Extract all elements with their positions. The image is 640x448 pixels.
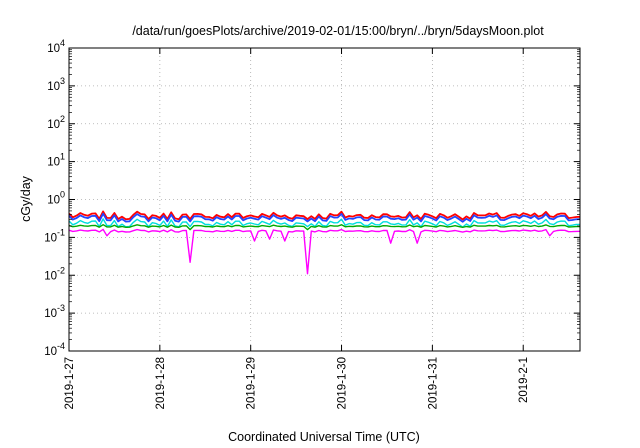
x-tick-label: 2019-1-29 (246, 357, 258, 409)
x-tick-label: 2019-1-31 (427, 357, 439, 409)
series-line (68, 224, 580, 231)
x-tick-label: 2019-1-27 (64, 357, 76, 409)
x-tick-label: 2019-1-28 (155, 357, 167, 409)
x-tick-label: 2019-2-1 (518, 357, 530, 403)
y-tick-label: 101 (47, 152, 65, 169)
series-line (68, 212, 581, 223)
grid-lines (68, 48, 580, 351)
y-tick-label: 103 (47, 76, 65, 93)
series-lines (68, 210, 581, 275)
series-line (68, 210, 581, 221)
y-tick-label: 10-1 (44, 227, 65, 244)
y-tick-label: 10-2 (44, 265, 65, 282)
series-line (68, 228, 581, 275)
y-axis-ticks: 104 103 102 101 100 10-1 10-2 10-3 10-4 (44, 38, 580, 358)
y-tick-label: 104 (47, 38, 65, 55)
y-axis-label: cGy/day (19, 175, 33, 222)
y-tick-label: 100 (47, 190, 65, 207)
y-tick-label: 102 (47, 114, 65, 131)
chart-title: /data/run/goesPlots/archive/2019-02-01/1… (132, 24, 544, 38)
y-tick-label: 10-4 (44, 341, 65, 358)
x-axis-label: Coordinated Universal Time (UTC) (228, 430, 420, 444)
x-axis-ticks: 2019-1-27 2019-1-28 2019-1-29 2019-1-30 2019… (64, 48, 530, 409)
y-tick-label: 10-3 (44, 303, 65, 320)
series-line (68, 218, 581, 228)
x-tick-label: 2019-1-30 (337, 357, 349, 409)
